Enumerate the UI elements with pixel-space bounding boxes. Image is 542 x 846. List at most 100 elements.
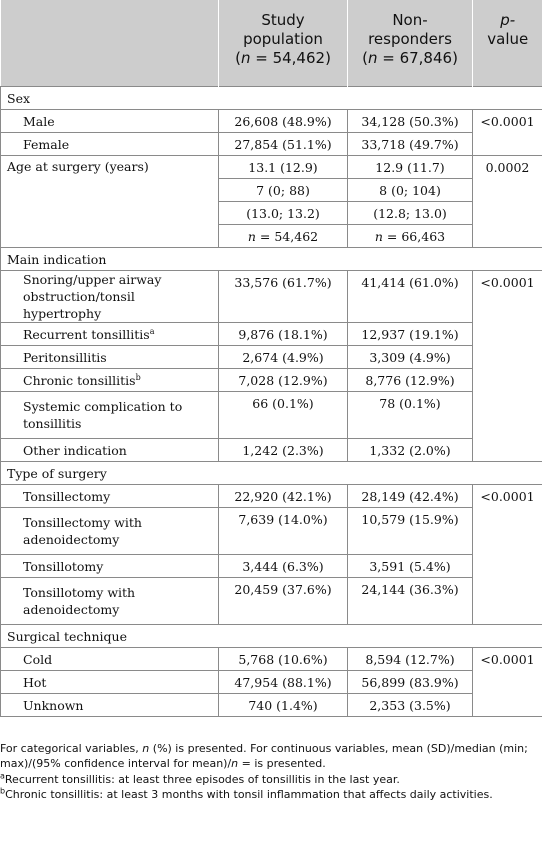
row-label: Snoring/upper airway obstruction/tonsil … [0,270,219,323]
table-row: Chronic tonsillitisb 7,028 (12.9%) 8,776… [0,368,542,392]
table-row: n = 54,462 n = 66,463 [1,224,542,248]
header-non-n: (n = 67,846) [362,49,458,67]
table-container: Study population (n = 54,462) Non- respo… [0,0,542,717]
table-row: Recurrent tonsillitisa 9,876 (18.1%) 12,… [0,322,542,346]
table-footnotes: For categorical variables, n (%) is pres… [0,741,536,802]
non-value: 1,332 (2.0%) [347,438,473,462]
study-value: 3,444 (6.3%) [218,554,348,578]
header-study-line1: Study [261,11,305,29]
study-value: 740 (1.4%) [218,693,348,717]
non-value: 8,594 (12.7%) [347,647,473,671]
non-value: 10,579 (15.9%) [347,507,473,555]
non-value: 34,128 (50.3%) [347,109,473,133]
table-row: Systemic complication to tonsillitis 66 … [0,391,542,439]
row-label: Male [0,109,219,133]
table-row: Male 26,608 (48.9%) 34,128 (50.3%) <0.00… [0,109,542,156]
non-value: 8 (0; 104) [347,178,473,202]
row-label: Other indication [0,438,219,462]
study-value: 22,920 (42.1%) [218,484,348,508]
non-value: 12,937 (19.1%) [347,322,473,346]
header-row: Study population (n = 54,462) Non- respo… [0,0,542,87]
study-value: 33,576 (61.7%) [218,270,348,323]
table-row: Peritonsillitis 2,674 (4.9%) 3,309 (4.9%… [0,345,542,369]
p-value: <0.0001 [472,109,542,156]
non-value: 33,718 (49.7%) [347,132,473,156]
non-value: 8,776 (12.9%) [347,368,473,392]
header-study-n: (n = 54,462) [235,49,331,67]
header-p-line2: value [487,30,529,48]
non-value: 24,144 (36.3%) [347,577,473,625]
table-row: Tonsillotomy with adenoidectomy 20,459 (… [0,577,542,625]
study-value: 2,674 (4.9%) [218,345,348,369]
study-value: n = 54,462 [218,224,348,248]
footnote-general: For categorical variables, n (%) is pres… [0,742,528,771]
non-value: 3,591 (5.4%) [347,554,473,578]
table-row: Tonsillectomy with adenoidectomy 7,639 (… [0,507,542,555]
section-title: Type of surgery [0,461,542,485]
study-value: 13.1 (12.9) [218,155,348,179]
p-value: <0.0001 [472,270,542,462]
section-row-technique: Surgical technique [0,624,542,648]
row-label: Recurrent tonsillitisa [0,322,219,346]
section-row-surgery: Type of surgery [0,461,542,485]
row-label: Female [0,132,219,156]
p-value: <0.0001 [472,647,542,717]
row-label: Cold [0,647,219,671]
row-label: Hot [0,670,219,694]
study-value: (13.0; 13.2) [218,201,348,225]
non-value: (12.8; 13.0) [347,201,473,225]
study-value: 1,242 (2.3%) [218,438,348,462]
non-value: 12.9 (11.7) [347,155,473,179]
non-value: 56,899 (83.9%) [347,670,473,694]
table-row: Hot 47,954 (88.1%) 56,899 (83.9%) [0,670,542,694]
footnote-b: bChronic tonsillitis: at least 3 months … [0,786,493,801]
study-value: 7,028 (12.9%) [218,368,348,392]
non-value: 28,149 (42.4%) [347,484,473,508]
study-value: 47,954 (88.1%) [218,670,348,694]
header-non-responders: Non- responders (n = 67,846) [347,0,473,87]
table-row: Snoring/upper airway obstruction/tonsil … [0,270,542,462]
table-row: Age at surgery (years) 13.1 (12.9) 12.9 … [0,155,542,248]
section-title: Sex [0,86,542,110]
section-row-sex: Sex [0,86,542,110]
header-p-line1: p- [500,11,516,29]
table-row: Cold 5,768 (10.6%) 8,594 (12.7%) <0.0001 [0,647,542,717]
study-value: 66 (0.1%) [218,391,348,439]
header-non-line2: responders [368,30,452,48]
p-value: <0.0001 [472,484,542,625]
header-study-line2: population [243,30,323,48]
header-p-value: p- value [472,0,542,87]
row-label: Tonsillectomy with adenoidectomy [0,507,219,555]
study-value: 26,608 (48.9%) [218,109,348,133]
study-value: 7,639 (14.0%) [218,507,348,555]
table-row: Unknown 740 (1.4%) 2,353 (3.5%) [0,693,542,717]
table-row: (13.0; 13.2) (12.8; 13.0) [1,201,542,225]
row-label-age: Age at surgery (years) [0,155,219,248]
study-value: 5,768 (10.6%) [218,647,348,671]
non-value: 3,309 (4.9%) [347,345,473,369]
table-row: 7 (0; 88) 8 (0; 104) [1,178,542,202]
row-label: Chronic tonsillitisb [0,368,219,392]
table-row: Tonsillotomy 3,444 (6.3%) 3,591 (5.4%) [0,554,542,578]
study-value: 20,459 (37.6%) [218,577,348,625]
study-value: 9,876 (18.1%) [218,322,348,346]
row-label: Tonsillectomy [0,484,219,508]
table-row: Female 27,854 (51.1%) 33,718 (49.7%) [0,132,542,156]
non-value: 78 (0.1%) [347,391,473,439]
row-label: Tonsillotomy with adenoidectomy [0,577,219,625]
non-value: 2,353 (3.5%) [347,693,473,717]
section-title: Main indication [0,247,542,271]
p-value: 0.0002 [472,155,542,248]
section-title: Surgical technique [0,624,542,648]
row-label: Tonsillotomy [0,554,219,578]
study-value: 27,854 (51.1%) [218,132,348,156]
section-row-indication: Main indication [0,247,542,271]
row-label: Systemic complication to tonsillitis [0,391,219,439]
header-non-line1: Non- [392,11,428,29]
row-label: Peritonsillitis [0,345,219,369]
table-row: Tonsillectomy 22,920 (42.1%) 28,149 (42.… [0,484,542,625]
characteristics-table: Study population (n = 54,462) Non- respo… [0,0,542,717]
non-value: 41,414 (61.0%) [347,270,473,323]
non-value: n = 66,463 [347,224,473,248]
header-blank [0,0,219,87]
